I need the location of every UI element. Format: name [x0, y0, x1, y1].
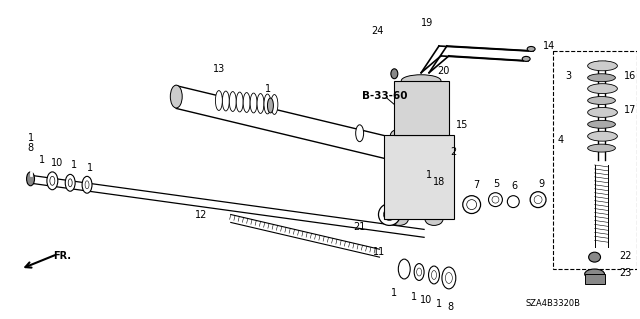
Text: 20: 20	[438, 66, 450, 76]
Ellipse shape	[527, 47, 535, 51]
Text: 7: 7	[474, 180, 480, 190]
Text: 13: 13	[212, 64, 225, 74]
Ellipse shape	[391, 69, 398, 79]
Text: 18: 18	[433, 177, 445, 187]
Ellipse shape	[427, 101, 441, 115]
Ellipse shape	[257, 93, 264, 114]
Text: 11: 11	[373, 247, 386, 257]
Ellipse shape	[401, 129, 441, 141]
Ellipse shape	[488, 193, 502, 207]
Ellipse shape	[588, 97, 616, 105]
Ellipse shape	[588, 84, 618, 93]
Text: 1: 1	[266, 84, 271, 93]
Text: 1: 1	[40, 155, 45, 165]
Ellipse shape	[82, 176, 92, 193]
Ellipse shape	[530, 192, 546, 208]
Ellipse shape	[47, 172, 58, 190]
Text: 2: 2	[451, 147, 457, 157]
Text: SZA4B3320B: SZA4B3320B	[525, 299, 580, 308]
Text: 19: 19	[421, 18, 433, 28]
Ellipse shape	[222, 91, 229, 111]
Ellipse shape	[68, 179, 72, 187]
Ellipse shape	[492, 196, 499, 203]
Ellipse shape	[378, 204, 400, 226]
Text: 3: 3	[566, 71, 572, 81]
Text: B-33-60: B-33-60	[362, 91, 407, 100]
Ellipse shape	[65, 174, 75, 191]
Text: FR.: FR.	[53, 251, 71, 261]
Ellipse shape	[445, 272, 452, 283]
Ellipse shape	[268, 98, 273, 113]
Text: 10: 10	[420, 295, 432, 305]
Ellipse shape	[27, 172, 35, 186]
Ellipse shape	[170, 85, 182, 108]
Ellipse shape	[229, 92, 236, 111]
Text: 5: 5	[493, 179, 500, 189]
Bar	[553, 51, 637, 269]
Ellipse shape	[85, 181, 89, 189]
Ellipse shape	[442, 267, 456, 289]
Ellipse shape	[431, 271, 436, 279]
Ellipse shape	[522, 56, 530, 61]
Ellipse shape	[383, 209, 396, 220]
Text: 8: 8	[28, 143, 34, 153]
Ellipse shape	[425, 129, 443, 141]
Ellipse shape	[414, 263, 424, 280]
Ellipse shape	[390, 213, 408, 226]
Ellipse shape	[50, 176, 55, 185]
Text: 6: 6	[511, 181, 517, 191]
Text: 12: 12	[195, 210, 207, 219]
Text: 1: 1	[436, 299, 442, 309]
Text: 1: 1	[426, 170, 432, 180]
Ellipse shape	[588, 108, 618, 117]
Ellipse shape	[588, 74, 616, 82]
Ellipse shape	[243, 93, 250, 112]
Ellipse shape	[398, 259, 410, 279]
Text: 21: 21	[353, 222, 366, 233]
Ellipse shape	[588, 120, 616, 128]
Ellipse shape	[588, 61, 618, 71]
Text: 1: 1	[391, 288, 397, 298]
Text: 9: 9	[538, 179, 544, 189]
Ellipse shape	[401, 75, 441, 87]
Ellipse shape	[589, 252, 600, 262]
Text: 14: 14	[543, 41, 555, 51]
Text: 10: 10	[51, 158, 63, 168]
Ellipse shape	[585, 269, 605, 279]
Text: 22: 22	[619, 251, 632, 261]
Text: 15: 15	[456, 120, 468, 130]
Bar	[585, 274, 605, 284]
Ellipse shape	[508, 196, 519, 208]
Ellipse shape	[404, 101, 418, 115]
Ellipse shape	[419, 145, 429, 167]
Text: 1: 1	[411, 292, 417, 302]
Ellipse shape	[264, 94, 271, 114]
Bar	[385, 135, 454, 219]
Ellipse shape	[271, 94, 278, 115]
Ellipse shape	[588, 144, 616, 152]
Text: 24: 24	[371, 26, 384, 36]
Ellipse shape	[588, 131, 618, 141]
Text: 8: 8	[448, 302, 454, 312]
Text: 1: 1	[28, 133, 34, 143]
Ellipse shape	[356, 125, 364, 142]
Ellipse shape	[463, 196, 481, 213]
Ellipse shape	[417, 268, 422, 276]
Text: 4: 4	[558, 135, 564, 145]
Ellipse shape	[429, 266, 440, 284]
Ellipse shape	[236, 92, 243, 112]
Text: 23: 23	[619, 268, 632, 278]
Ellipse shape	[216, 91, 222, 110]
Bar	[394, 81, 449, 135]
Text: 17: 17	[624, 106, 636, 115]
Text: 16: 16	[624, 71, 636, 81]
Text: 1: 1	[71, 160, 77, 170]
Ellipse shape	[250, 93, 257, 113]
Text: 1: 1	[87, 163, 93, 173]
Ellipse shape	[425, 213, 443, 226]
Ellipse shape	[534, 196, 542, 204]
Ellipse shape	[390, 129, 408, 141]
Ellipse shape	[467, 200, 477, 210]
